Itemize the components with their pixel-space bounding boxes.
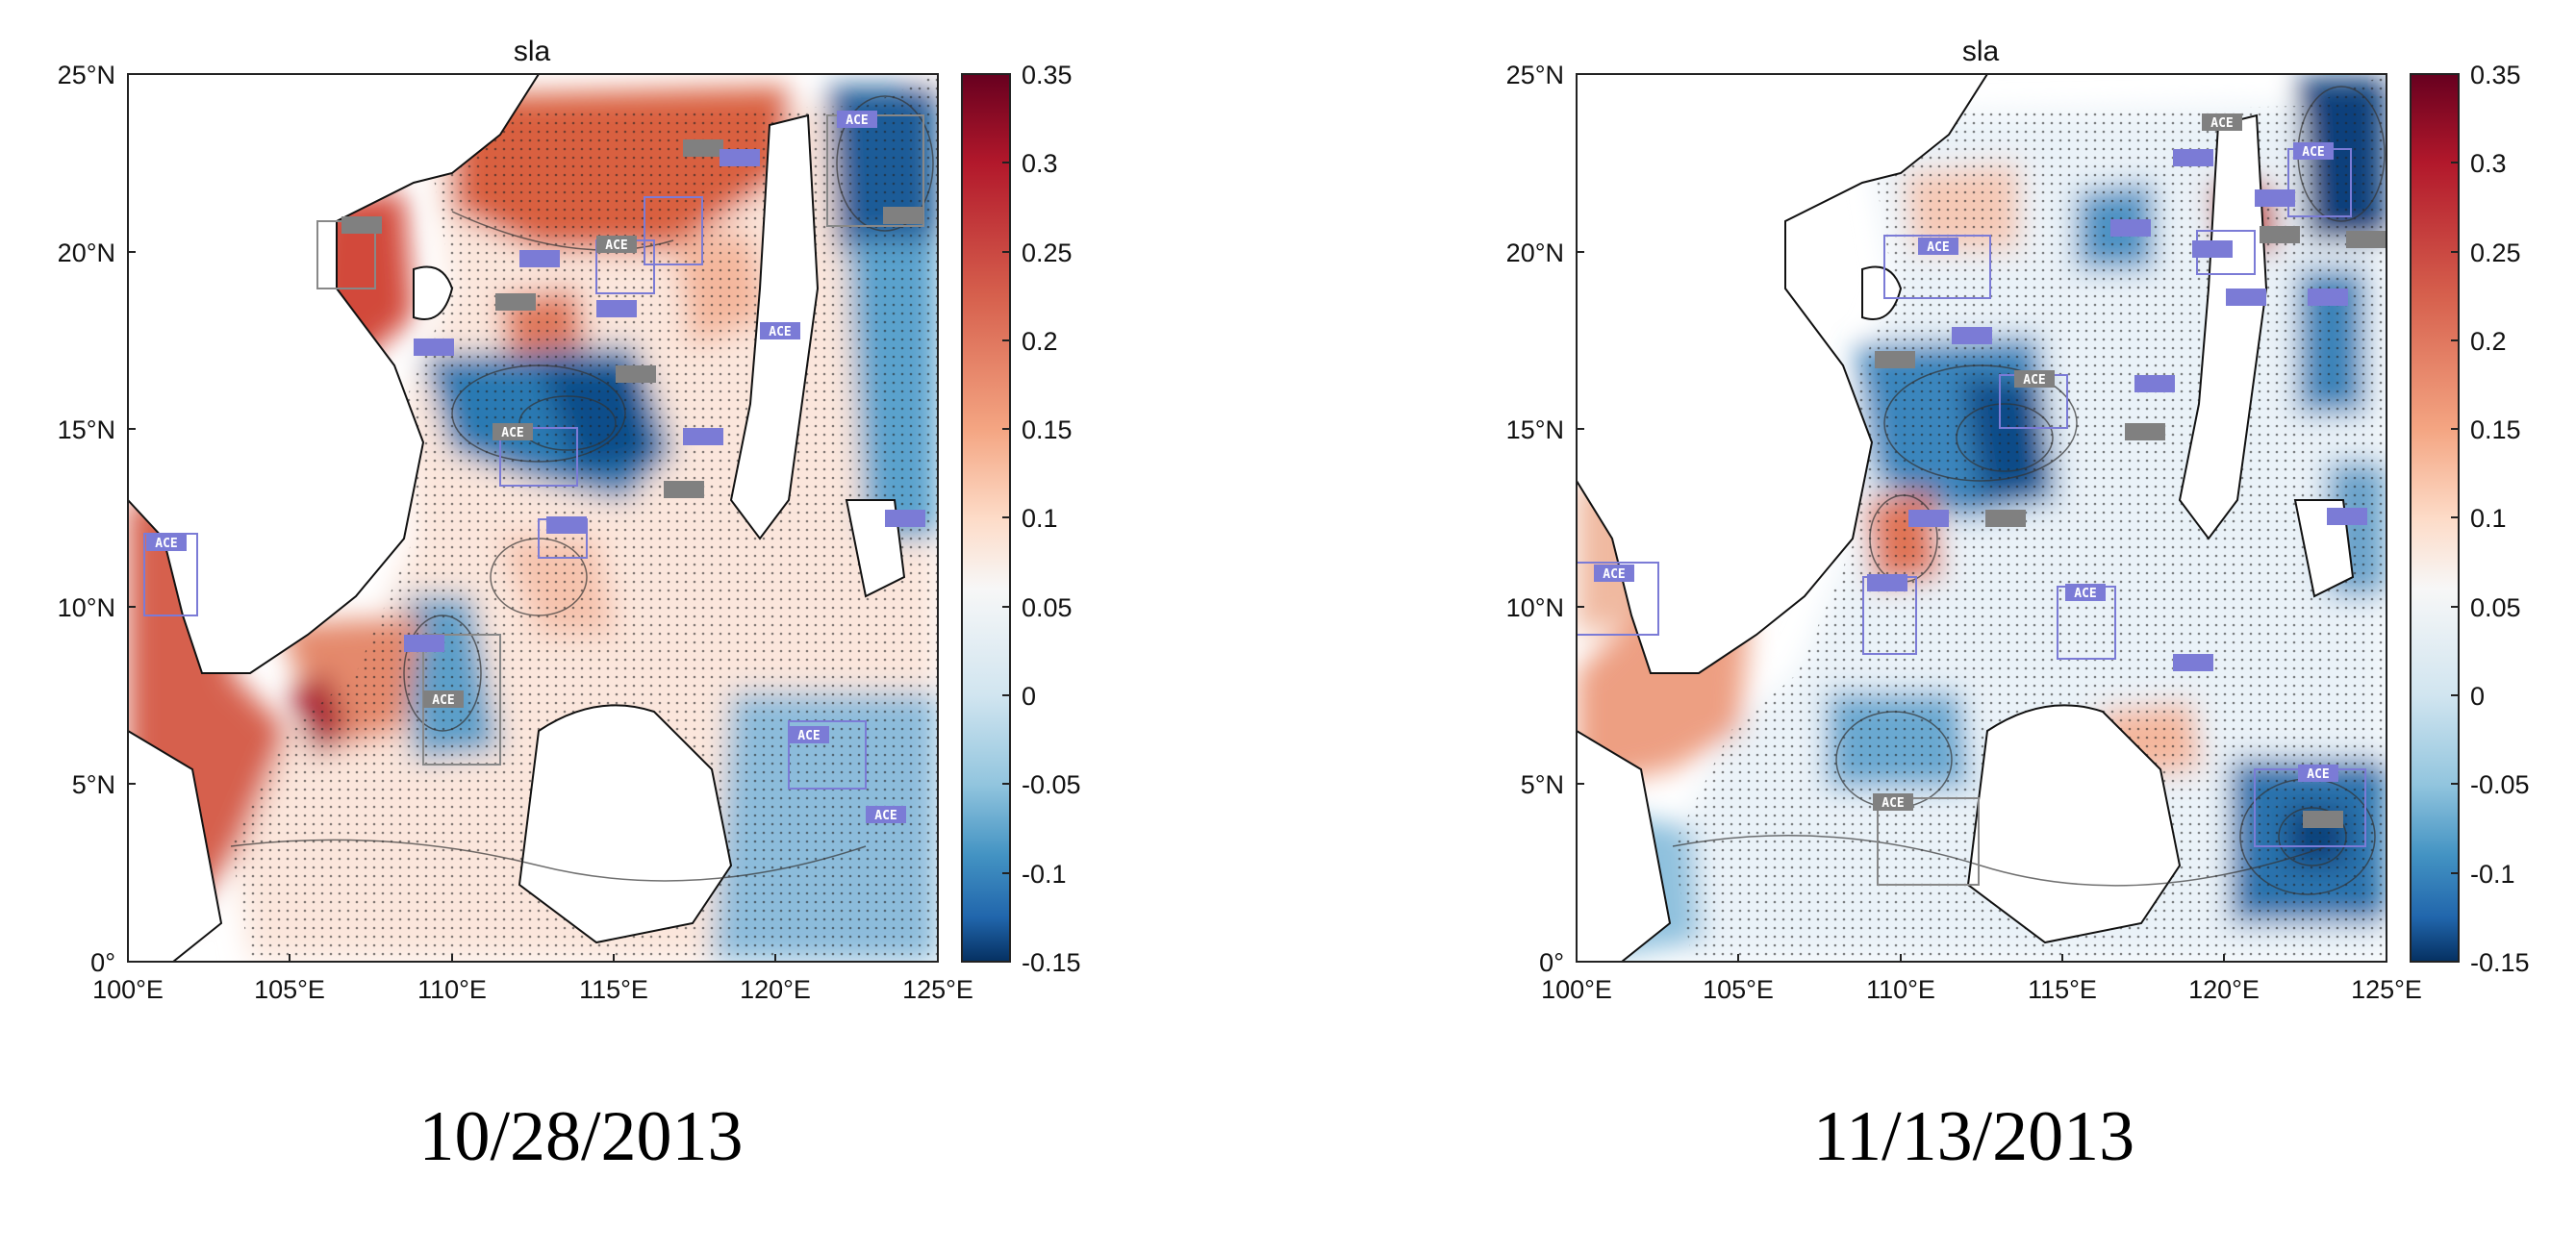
svg-text:ACE: ACE (155, 537, 177, 551)
sla-map-left: sla (58, 36, 1081, 1004)
lat-tick: 10°N (1506, 593, 1564, 622)
colorbar-tick: 0.35 (1022, 61, 1073, 89)
colorbar-tick: 0.3 (2470, 149, 2507, 178)
svg-text:ACE: ACE (797, 729, 820, 743)
svg-text:ACE: ACE (1927, 240, 1949, 255)
lat-tick: 5°N (72, 770, 115, 799)
colorbar-tick: 0 (1022, 682, 1036, 711)
lon-tick-labels: 100°E 105°E 110°E 115°E 120°E 125°E (92, 975, 973, 1004)
panel-left: sla (58, 36, 1081, 1176)
colorbar-tick: -0.1 (1022, 860, 1067, 889)
colorbar-tick: -0.15 (2470, 948, 2530, 977)
lat-tick: 15°N (58, 415, 115, 444)
colorbar-tick: 0.25 (1022, 238, 1073, 267)
colorbar-tick: 0.35 (2470, 61, 2521, 89)
lat-tick: 5°N (1521, 770, 1564, 799)
eddy-labels: ACE ACE ACE ACE ACE ACE ACE ACE (1594, 113, 2387, 828)
lat-tick: 20°N (58, 238, 115, 267)
colorbar-tick: 0.05 (1022, 593, 1073, 622)
svg-text:ACE: ACE (846, 113, 868, 128)
lon-tick: 105°E (254, 975, 325, 1004)
lat-tick: 15°N (1506, 415, 1564, 444)
contour-lines (230, 95, 934, 882)
axis-ticks (127, 73, 939, 963)
colorbar-tick: -0.1 (2470, 860, 2515, 889)
eddy-box (1883, 235, 1991, 299)
lon-tick: 110°E (417, 975, 487, 1004)
panel-right: sla (1288, 0, 2576, 1255)
lon-tick: 115°E (579, 975, 648, 1004)
lon-tick: 100°E (92, 975, 164, 1004)
lat-tick: 20°N (1506, 238, 1564, 267)
eddy-box (788, 720, 867, 790)
svg-text:ACE: ACE (1881, 796, 1904, 811)
eddy-box (1577, 562, 1659, 636)
svg-text:ACE: ACE (2023, 373, 2045, 388)
map-frame (127, 73, 939, 963)
svg-text:ACE: ACE (605, 238, 627, 253)
colorbar-tick: 0.2 (1022, 327, 1058, 356)
lon-tick: 105°E (1703, 975, 1774, 1004)
colorbar-tick: 0.15 (1022, 415, 1073, 444)
lon-tick: 120°E (2188, 975, 2260, 1004)
lat-tick: 0° (1539, 948, 1564, 977)
colorbar-tick: 0.2 (2470, 327, 2507, 356)
lon-tick: 100°E (1541, 975, 1612, 1004)
lon-tick: 110°E (1866, 975, 1935, 1004)
colorbar: 0.35 0.3 0.25 0.2 0.15 0.1 0.05 0 -0.05 … (2410, 61, 2530, 977)
colorbar-gradient (2410, 73, 2460, 963)
svg-text:ACE: ACE (432, 693, 454, 708)
svg-text:ACE: ACE (501, 426, 523, 440)
map-area: ACE ACE ACE ACE ACE ACE ACE ACE (127, 73, 939, 963)
map-area: ACE ACE ACE ACE ACE ACE ACE ACE (1576, 73, 2387, 963)
svg-text:ACE: ACE (2210, 116, 2233, 131)
lon-tick: 125°E (2351, 975, 2422, 1004)
colorbar-tick: -0.15 (1022, 948, 1081, 977)
lon-tick-labels: 100°E 105°E 110°E 115°E 120°E 125°E (1541, 975, 2422, 1004)
colorbar-tick: 0.05 (2470, 593, 2521, 622)
svg-text:ACE: ACE (769, 325, 791, 339)
lat-tick: 0° (90, 948, 115, 977)
colorbar-tick: -0.05 (2470, 770, 2530, 799)
svg-text:ACE: ACE (2074, 587, 2096, 601)
lon-tick: 115°E (2028, 975, 2097, 1004)
axis-ticks (1576, 73, 2387, 963)
colorbar-tick: -0.05 (1022, 770, 1081, 799)
colorbar: 0.35 0.3 0.25 0.2 0.15 0.1 0.05 0 -0.05 … (961, 61, 1081, 977)
svg-text:ACE: ACE (1603, 567, 1625, 582)
date-caption: 10/28/2013 (418, 1097, 744, 1176)
map-title: sla (1962, 36, 2000, 67)
coastline (128, 74, 906, 962)
lat-tick: 10°N (58, 593, 115, 622)
lat-tick-labels: 0° 5°N 10°N 15°N 20°N 25°N (1506, 61, 1564, 977)
date-caption: 11/13/2013 (1812, 1097, 2135, 1176)
lat-tick-labels: 0° 5°N 10°N 15°N 20°N 25°N (58, 61, 115, 977)
lon-tick: 125°E (902, 975, 973, 1004)
map-title: sla (514, 36, 551, 67)
colorbar-tick: 0.1 (1022, 504, 1058, 533)
eddy-box (499, 427, 578, 487)
colorbar-tick: 0.1 (2470, 504, 2507, 533)
map-frame (1576, 73, 2387, 963)
colorbar-tick: 0.3 (1022, 149, 1058, 178)
svg-text:ACE: ACE (2307, 767, 2329, 782)
colorbar-tick: 0 (2470, 682, 2485, 711)
svg-text:ACE: ACE (874, 809, 897, 823)
colorbar-gradient (961, 73, 1011, 963)
lat-tick: 25°N (58, 61, 115, 89)
lat-tick: 25°N (1506, 61, 1564, 89)
sla-map-right: sla (1506, 36, 2530, 1004)
colorbar-tick: 0.25 (2470, 238, 2521, 267)
svg-text:ACE: ACE (2302, 145, 2324, 160)
colorbar-tick: 0.15 (2470, 415, 2521, 444)
lon-tick: 120°E (740, 975, 811, 1004)
eddy-box (1877, 797, 1980, 886)
eddy-box (644, 196, 703, 265)
eddy-labels: ACE ACE ACE ACE ACE ACE ACE ACE (146, 111, 925, 823)
